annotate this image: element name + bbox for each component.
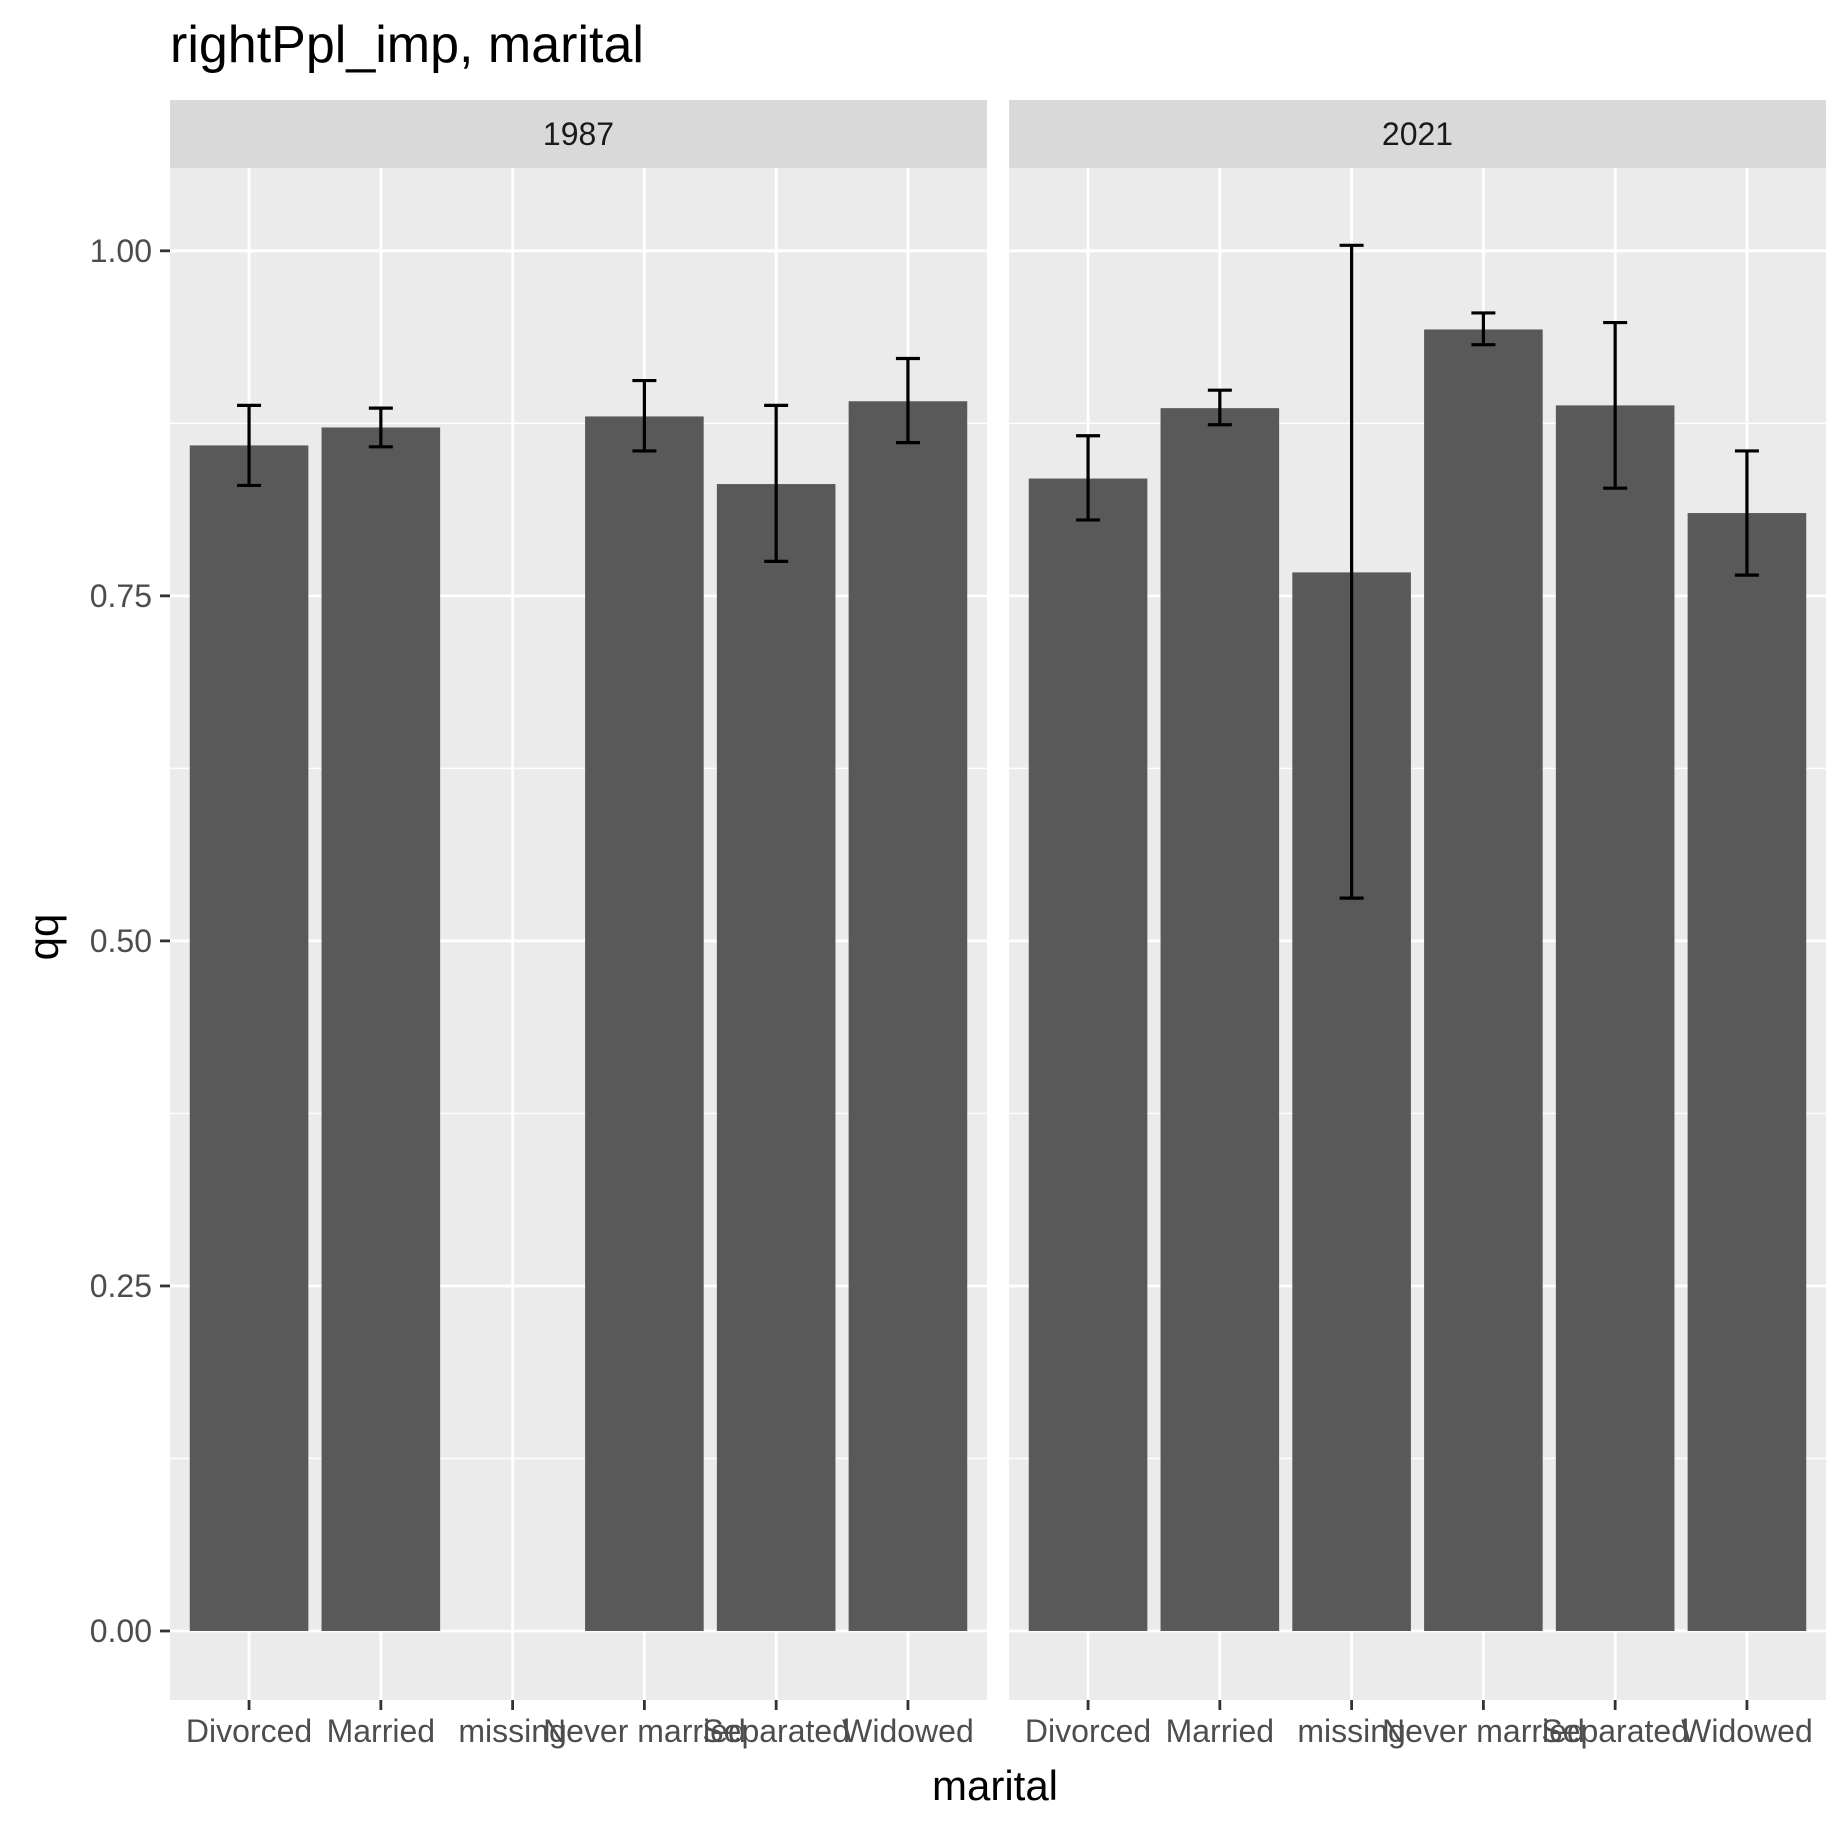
y-tick-label: 1.00 [90, 233, 152, 269]
x-tick-label: Divorced [186, 1713, 312, 1749]
errorbar-married [1207, 388, 1232, 427]
x-tick-label: Widowed [842, 1713, 974, 1749]
bar-divorced [1028, 478, 1148, 1631]
y-tick-label: 0.75 [90, 578, 152, 614]
bar-widowed [1687, 513, 1807, 1631]
bar-never-married [585, 416, 704, 1631]
x-tick-label: missing [1297, 1713, 1405, 1749]
errorbar-separated [764, 403, 789, 563]
x-tick-label: Separated [1541, 1713, 1689, 1749]
x-tick-label: Never married [1382, 1713, 1585, 1749]
errorbar-divorced [237, 403, 262, 488]
y-tick-label: 0.25 [90, 1268, 152, 1304]
x-tick-label: Married [1166, 1713, 1274, 1749]
facet-strip [1009, 100, 1826, 168]
x-tick-label: Never married [543, 1713, 746, 1749]
facet-strip [170, 100, 987, 168]
errorbar-widowed [1734, 449, 1759, 577]
errorbar-never-married [632, 378, 657, 453]
x-tick-label: Separated [702, 1713, 850, 1749]
errorbar-divorced [1076, 434, 1101, 522]
bar-separated [716, 484, 836, 1631]
y-tick-label: 0.50 [90, 923, 152, 959]
x-tick-label: Married [327, 1713, 435, 1749]
errorbar-separated [1603, 320, 1628, 490]
bar-separated [1555, 405, 1675, 1631]
bar-married [321, 427, 441, 1631]
bar-divorced [189, 445, 309, 1631]
y-axis-title: qq [20, 914, 67, 961]
x-tick-label: Widowed [1681, 1713, 1813, 1749]
x-axis-title: marital [932, 1762, 1058, 1809]
bar-widowed [848, 401, 968, 1631]
chart-title: rightPpl_imp, marital [170, 16, 644, 74]
errorbar-missing [1339, 243, 1364, 900]
errorbar-married [368, 406, 393, 449]
errorbar-never-married [1471, 311, 1496, 347]
bar-never-married [1424, 329, 1543, 1631]
facet-strip-label: 1987 [543, 116, 614, 152]
bar-married [1160, 408, 1280, 1631]
x-tick-label: missing [458, 1713, 566, 1749]
facet-strip-label: 2021 [1382, 116, 1453, 152]
x-tick-label: Divorced [1025, 1713, 1151, 1749]
errorbar-widowed [895, 356, 920, 445]
y-tick-label: 0.00 [90, 1613, 152, 1649]
y-axis: 0.00 0.25 0.50 0.75 1.00 [90, 233, 170, 1649]
